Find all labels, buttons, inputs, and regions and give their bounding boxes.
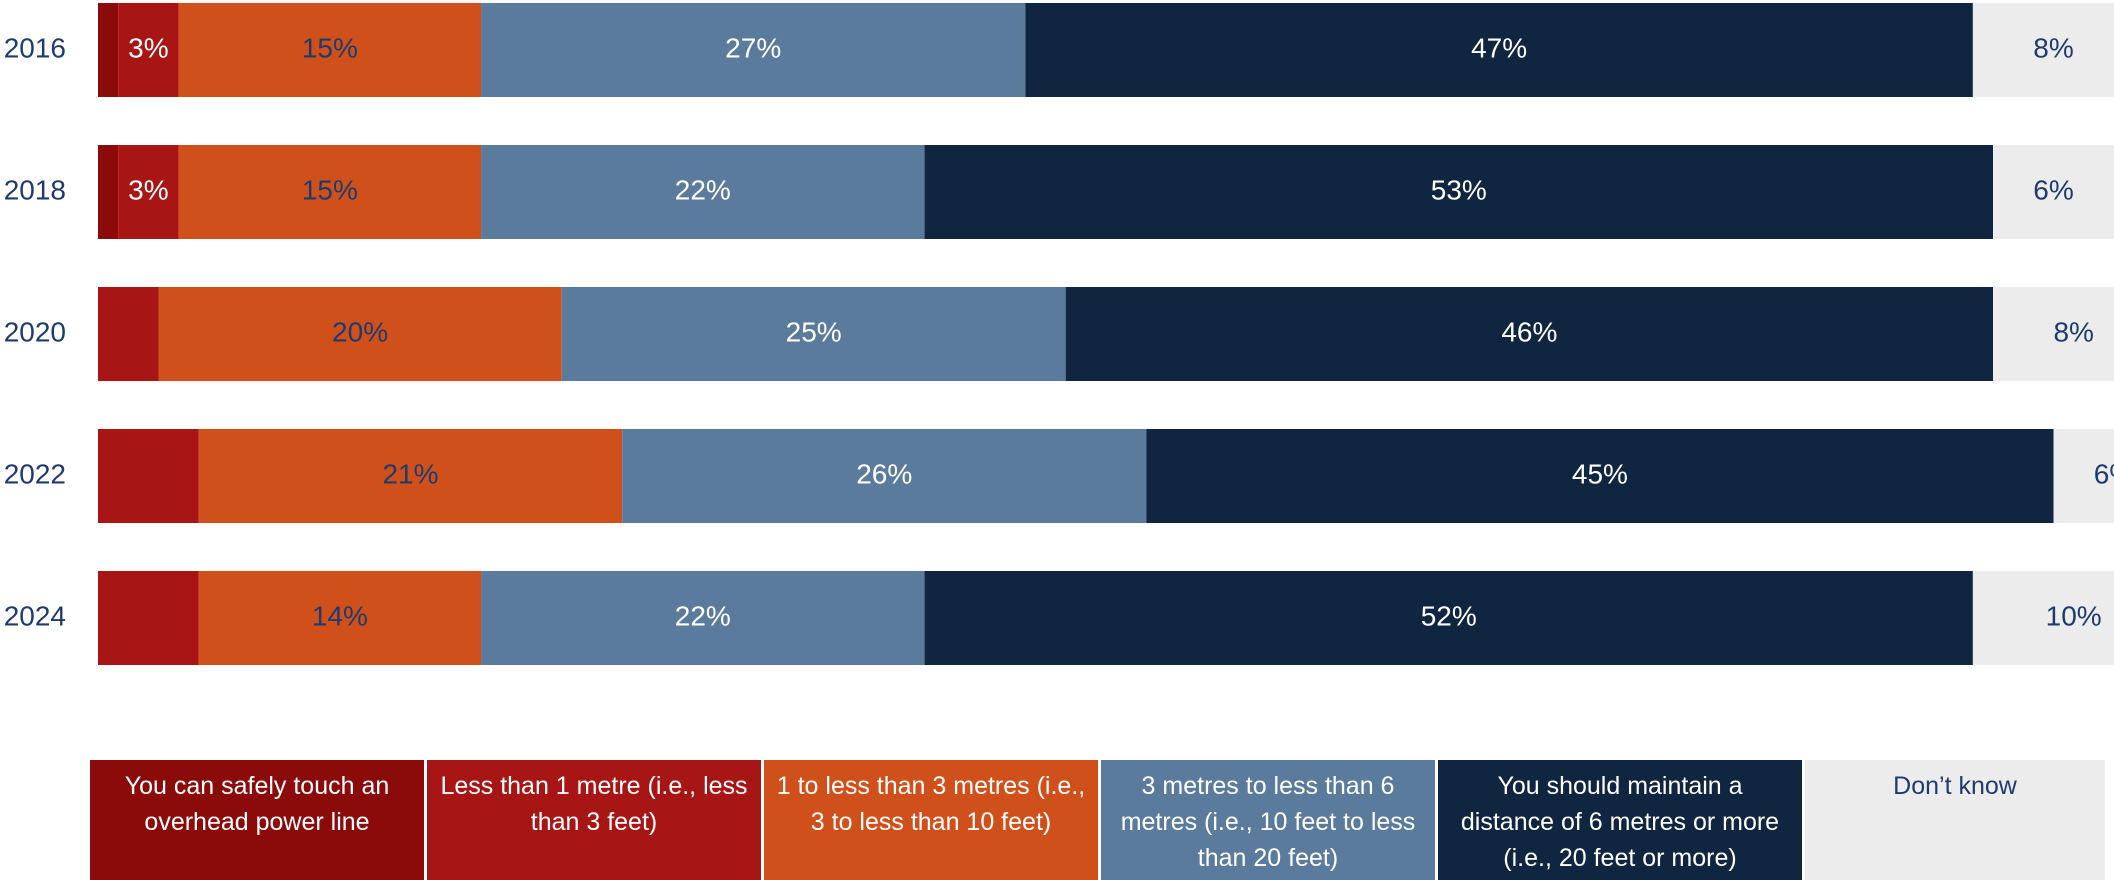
- bar-segment: [98, 3, 119, 97]
- data-label: 25%: [786, 316, 842, 347]
- data-label: 52%: [1421, 600, 1477, 631]
- bar-segment: [98, 287, 159, 381]
- data-label: 21%: [382, 458, 438, 489]
- data-label: 22%: [675, 174, 731, 205]
- data-label: 22%: [675, 600, 731, 631]
- data-label: 15%: [302, 32, 358, 63]
- bar-segment: [481, 145, 925, 239]
- bar-segment: [178, 3, 482, 97]
- bar-segment: [622, 429, 1147, 523]
- legend-item: 3 metres to less than 6 metres (i.e., 10…: [1101, 760, 1435, 880]
- category-label: 2016: [4, 32, 66, 63]
- data-label: 27%: [725, 32, 781, 63]
- data-label: 10%: [2046, 600, 2102, 631]
- category-label: 2020: [4, 316, 66, 347]
- data-label: 6%: [2033, 174, 2073, 205]
- bar-segment: [98, 571, 199, 665]
- bar-segment: [924, 571, 1973, 665]
- bar-segment: [1972, 571, 2114, 665]
- bar-segment: [98, 429, 199, 523]
- data-label: 53%: [1431, 174, 1487, 205]
- data-label: 26%: [856, 458, 912, 489]
- category-label: 2024: [4, 600, 66, 631]
- category-label: 2018: [4, 174, 66, 205]
- bar-segment: [118, 3, 179, 97]
- bar-segment: [198, 571, 482, 665]
- bar-segment: [481, 571, 925, 665]
- data-label: 8%: [2033, 32, 2073, 63]
- bar-segment: [98, 145, 119, 239]
- legend: You can safely touch an overhead power l…: [90, 760, 2106, 880]
- bar-segment: [118, 145, 179, 239]
- legend-item: Less than 1 metre (i.e., less than 3 fee…: [427, 760, 761, 880]
- legend-item: 1 to less than 3 metres (i.e., 3 to less…: [764, 760, 1098, 880]
- data-label: 6%: [2094, 458, 2114, 489]
- category-label: 2022: [4, 458, 66, 489]
- bar-segment: [1993, 287, 2114, 381]
- data-label: 46%: [1501, 316, 1557, 347]
- bar-segment: [1146, 429, 2054, 523]
- legend-item: Don’t know: [1805, 760, 2105, 880]
- legend-item: You should maintain a distance of 6 metr…: [1438, 760, 1802, 880]
- bar-segment: [1972, 3, 2114, 97]
- bar-segment: [481, 3, 1026, 97]
- data-label: 3%: [128, 32, 168, 63]
- bar-segment: [1065, 287, 1994, 381]
- data-label: 20%: [332, 316, 388, 347]
- bar-segment: [924, 145, 1994, 239]
- legend-item: You can safely touch an overhead power l…: [90, 760, 424, 880]
- bar-segment: [178, 145, 482, 239]
- data-label: 47%: [1471, 32, 1527, 63]
- data-label: 14%: [312, 600, 368, 631]
- bar-segment: [1993, 145, 2114, 239]
- bar-segment: [2053, 429, 2114, 523]
- stacked-bar-chart: 2016 3% 15% 27% 47% 8% 2018 3% 15% 22% 53% 6% 2020 20…: [4, 3, 2114, 665]
- data-label: 3%: [128, 174, 168, 205]
- data-label: 8%: [2053, 316, 2093, 347]
- bar-segment: [198, 429, 623, 523]
- bar-segment: [158, 287, 562, 381]
- bar-segment: [1025, 3, 1973, 97]
- data-label: 15%: [302, 174, 358, 205]
- data-label: 45%: [1572, 458, 1628, 489]
- bar-segment: [561, 287, 1066, 381]
